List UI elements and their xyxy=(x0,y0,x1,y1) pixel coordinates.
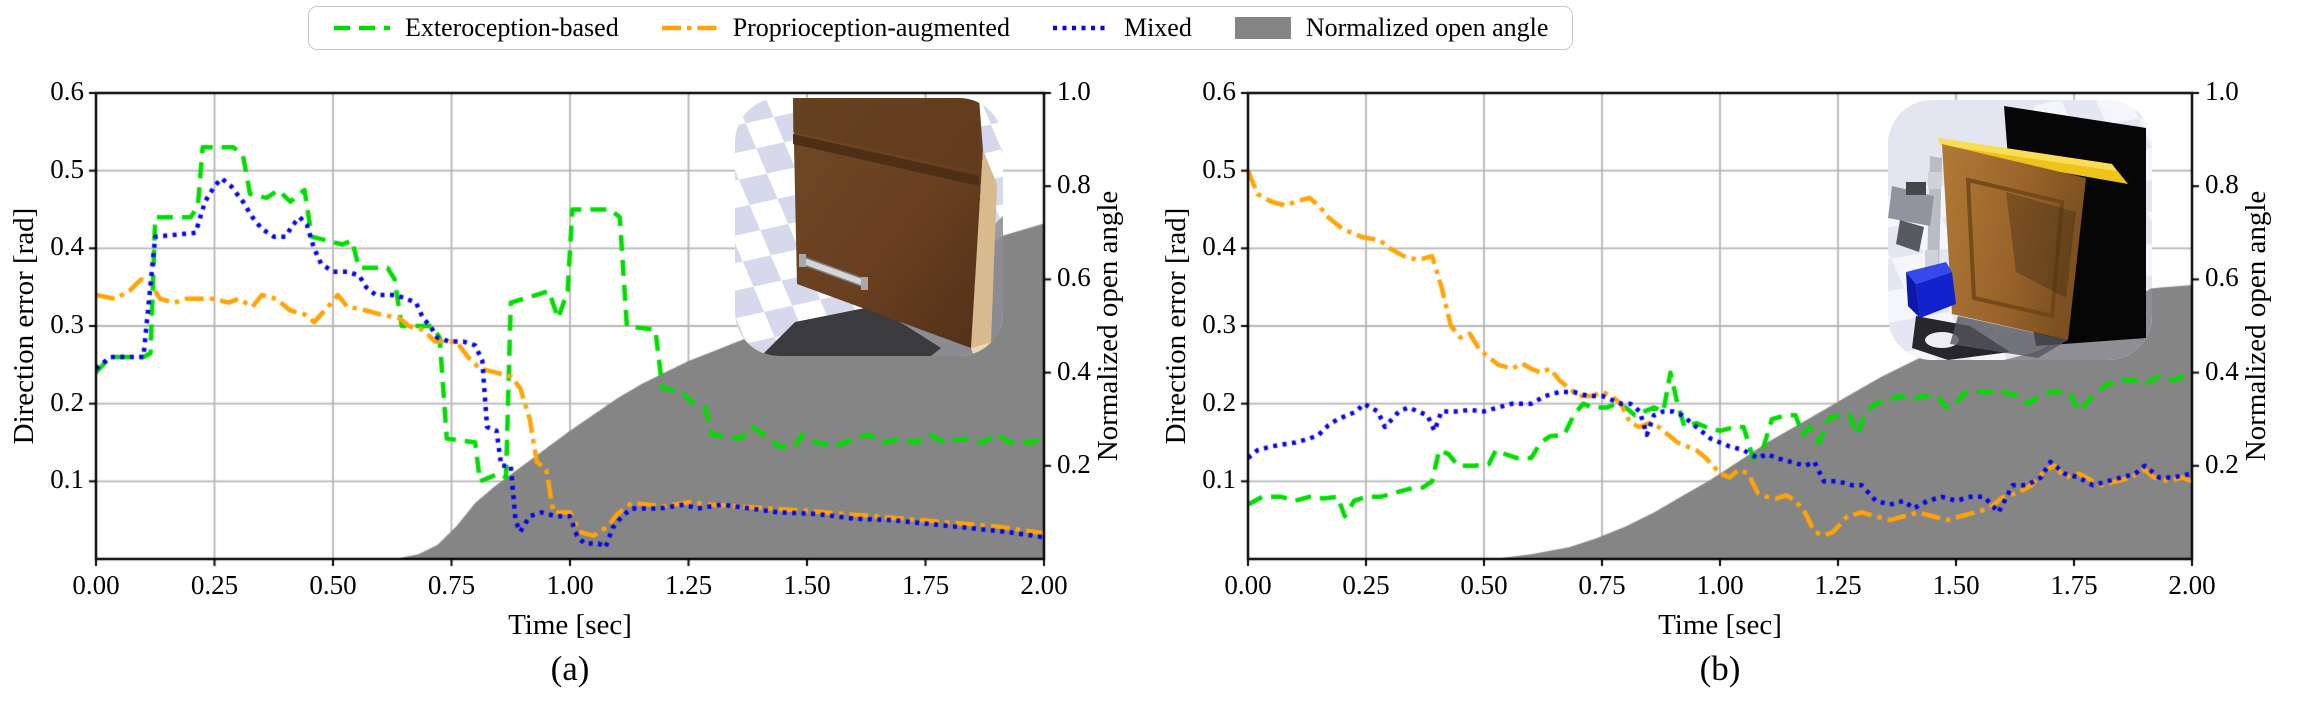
x-tick-label: 0.50 xyxy=(309,570,357,600)
x-tick-label: 1.00 xyxy=(1696,570,1744,600)
y-tick-label-right: 1.0 xyxy=(2205,76,2239,106)
x-tick-label: 0.50 xyxy=(1460,570,1508,600)
subplot-caption-b: (b) xyxy=(1699,649,1741,688)
y-tick-label-right: 0.4 xyxy=(1057,355,1091,386)
inset-b-door-panel xyxy=(1942,144,2086,340)
legend-swatch-dotted-icon xyxy=(1052,25,1109,31)
x-tick-label: 0.00 xyxy=(1224,570,1272,600)
x-tick-label: 1.25 xyxy=(1814,570,1862,600)
x-tick-label: 2.00 xyxy=(1020,570,1068,600)
inset-b-blue-cube-side xyxy=(1906,272,1920,318)
y-tick-label-left: 0.2 xyxy=(1202,386,1236,417)
inset-b-door-shadow xyxy=(2006,192,2076,298)
y-tick-label-left: 0.3 xyxy=(1202,309,1236,339)
x-tick-label: 1.75 xyxy=(2050,570,2098,600)
inset-b-door-floor-shadow xyxy=(1950,316,2068,358)
legend-swatch-area-icon xyxy=(1234,17,1291,39)
inset-a-cabinet-bottom-lip xyxy=(971,342,993,354)
legend-swatch-dashed-icon xyxy=(334,25,390,31)
y-tick-label-left: 0.5 xyxy=(50,153,84,184)
x-tick-label: 0.75 xyxy=(427,570,476,600)
inset-a-cabinet-top-panel xyxy=(793,98,979,172)
inset-a-handle-mount-right xyxy=(861,277,868,290)
legend-label: Proprioception-augmented xyxy=(732,13,1010,42)
y-tick-label-right: 0.8 xyxy=(1057,169,1091,200)
y-tick-label-right: 0.2 xyxy=(1057,448,1091,479)
inset-b-blue-cube-front xyxy=(1916,272,1956,318)
legend: Exteroception-based Proprioception-augmen… xyxy=(308,6,1574,50)
y-tick-label-left: 0.1 xyxy=(50,464,84,495)
y-tick-label-right: 0.6 xyxy=(1057,262,1091,293)
inset-b-hinge-bottom xyxy=(1925,250,1938,267)
x-tick-label: 0.75 xyxy=(1578,570,1626,600)
y-tick-label-right: 0.4 xyxy=(2205,355,2239,386)
legend-item-2: Mixed xyxy=(1052,13,1192,43)
x-tick-label: 2.00 xyxy=(2168,570,2216,600)
y-tick-label-right: 0.2 xyxy=(2205,448,2239,479)
y-tick-label-left: 0.2 xyxy=(50,386,84,417)
x-tick-label: 0.25 xyxy=(190,570,239,600)
legend-swatch-dashdot-icon xyxy=(661,25,718,31)
x-tick-label: 1.25 xyxy=(664,570,713,600)
y-tick-label-right: 1.0 xyxy=(1057,76,1091,106)
y-tick-label-left: 0.5 xyxy=(1202,153,1236,184)
inset-b-robot-arm xyxy=(1888,186,1934,226)
legend-label: Exteroception-based xyxy=(405,13,619,42)
x-axis-label-a: Time [sec] xyxy=(508,609,632,641)
inset-b-robot-camera xyxy=(1906,182,1926,195)
x-tick-label: 0.25 xyxy=(1342,570,1390,600)
legend-label: Mixed xyxy=(1123,13,1192,42)
inset-b-blue-cube-top xyxy=(1906,262,1952,284)
legend-item-1: Proprioception-augmented xyxy=(661,13,1010,43)
x-tick-label: 1.75 xyxy=(901,570,950,600)
y-tick-label-left: 0.3 xyxy=(50,309,84,339)
inset-b-door-top-highlight xyxy=(1938,138,2116,171)
y-tick-label-left: 0.4 xyxy=(1202,231,1236,262)
legend-item-0: Exteroception-based xyxy=(333,13,619,43)
x-axis-label-b: Time [sec] xyxy=(1658,609,1782,641)
inset-a-handle-mount-left xyxy=(799,254,806,267)
subplot-caption-a: (a) xyxy=(550,649,590,688)
y-tick-label-right: 0.8 xyxy=(2205,169,2239,200)
y-tick-label-left: 0.6 xyxy=(1202,76,1236,106)
inset-b-robot-joint xyxy=(1896,220,1924,252)
y-tick-label-left: 0.4 xyxy=(50,231,84,262)
y-tick-label-right: 0.6 xyxy=(2205,262,2239,293)
inset-a-cabinet-side xyxy=(971,150,997,348)
y-tick-label-left: 0.6 xyxy=(50,76,84,106)
x-tick-label: 1.50 xyxy=(1932,570,1980,600)
inset-image-open-door-robot xyxy=(1888,100,2152,360)
inset-image-closed-cabinet xyxy=(735,98,1003,356)
inset-b-floor-shade xyxy=(2004,288,2152,360)
inset-b-hinge-top xyxy=(1928,172,1941,189)
legend-item-3: Normalized open angle xyxy=(1234,13,1549,43)
x-tick-label: 1.00 xyxy=(546,570,594,600)
legend-label: Normalized open angle xyxy=(1305,13,1549,42)
inset-b-door-groove xyxy=(1965,177,2065,319)
inset-a-shadow xyxy=(761,306,941,356)
inset-a-cabinet-groove xyxy=(793,134,979,186)
y-tick-label-left: 0.1 xyxy=(1202,464,1236,495)
x-tick-label: 0.00 xyxy=(72,570,120,600)
x-tick-label: 1.50 xyxy=(783,570,831,600)
